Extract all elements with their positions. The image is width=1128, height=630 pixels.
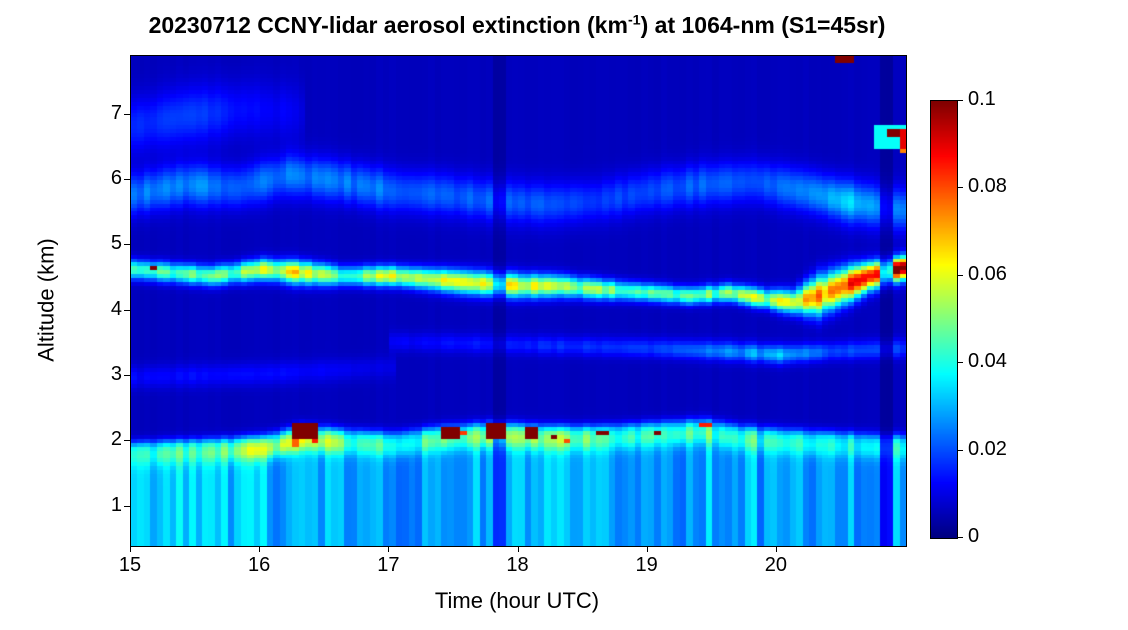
- chart-title-prefix: 20230712 CCNY-lidar aerosol extinction (…: [148, 12, 628, 38]
- colorbar-tick: [958, 449, 963, 451]
- x-tick: [646, 546, 648, 552]
- colorbar: [930, 100, 958, 539]
- y-tick-label: 4: [110, 297, 122, 320]
- colorbar-tick-label: 0.1: [968, 88, 996, 110]
- x-tick: [388, 546, 390, 552]
- heatmap-canvas: [131, 56, 906, 546]
- y-axis-label: Altitude (km): [30, 55, 64, 545]
- y-tick-label: 6: [110, 167, 122, 190]
- y-tick: [124, 505, 130, 507]
- colorbar-tick: [958, 187, 963, 189]
- x-tick-label: 20: [764, 554, 787, 576]
- y-tick: [124, 440, 130, 442]
- colorbar-tick: [958, 274, 963, 276]
- y-tick: [124, 179, 130, 181]
- chart-title: 20230712 CCNY-lidar aerosol extinction (…: [149, 12, 886, 39]
- colorbar-tick: [958, 100, 963, 101]
- colorbar-tick-label: 0: [968, 525, 980, 547]
- y-tick-label: 7: [110, 101, 122, 124]
- x-tick-label: 19: [635, 554, 658, 576]
- colorbar-tick: [958, 362, 963, 364]
- y-tick: [124, 244, 130, 246]
- chart-title-suffix: ) at 1064-nm (S1=45sr): [640, 12, 886, 38]
- colorbar-tick-label: 0.08: [968, 175, 1007, 198]
- y-axis-label-text: Altitude (km): [34, 238, 60, 362]
- x-tick: [517, 546, 519, 552]
- chart-title-superscript: -1: [627, 12, 641, 29]
- colorbar-tick-label: 0.02: [968, 437, 1007, 460]
- y-tick: [124, 113, 130, 115]
- plot-area: [130, 55, 907, 547]
- colorbar-tick-label: 0.06: [968, 262, 1007, 285]
- x-tick-label: 16: [248, 554, 271, 576]
- colorbar-tick-label: 0.04: [968, 350, 1007, 373]
- x-tick: [259, 546, 261, 552]
- x-tick-label: 17: [377, 554, 400, 576]
- x-tick-label: 18: [506, 554, 529, 576]
- y-tick-label: 1: [110, 493, 122, 516]
- y-tick-label: 3: [110, 363, 122, 386]
- y-tick-label: 5: [110, 232, 122, 255]
- x-tick: [130, 546, 131, 552]
- x-axis-label: Time (hour UTC): [435, 588, 599, 614]
- colorbar-tick: [958, 537, 963, 538]
- y-tick-label: 2: [110, 428, 122, 451]
- x-axis-label-text: Time (hour UTC): [434, 588, 600, 613]
- colorbar-canvas: [931, 101, 957, 538]
- y-tick: [124, 309, 130, 311]
- x-tick: [775, 546, 777, 552]
- x-tick-label: 15: [118, 554, 142, 576]
- y-tick: [124, 375, 130, 377]
